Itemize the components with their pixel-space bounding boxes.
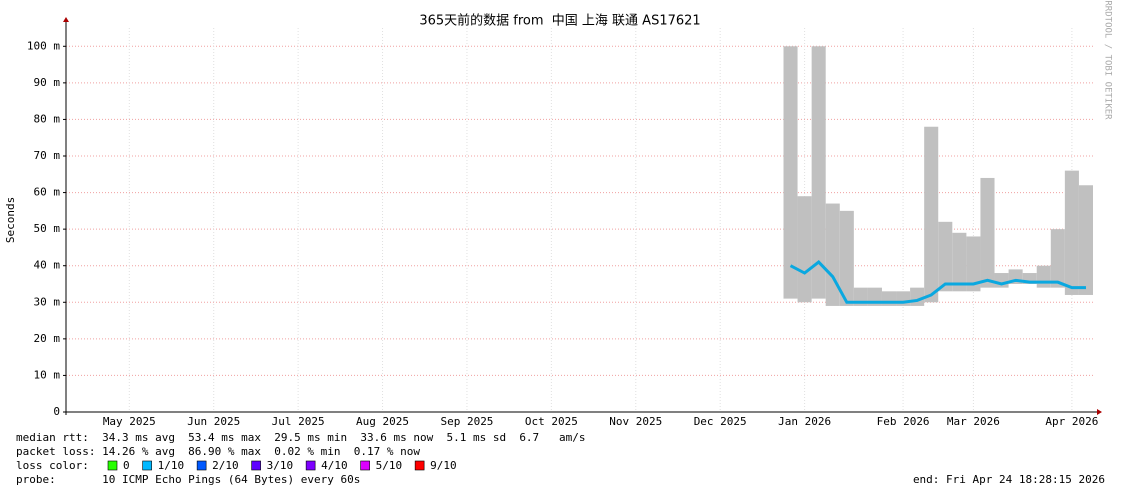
smoke: [924, 126, 939, 303]
loss-swatch: [107, 460, 118, 471]
y-tick-label: 60 m: [34, 186, 61, 199]
y-tick-label: 50 m: [34, 222, 61, 235]
x-tick-label: Jul 2025: [272, 415, 325, 428]
axis-arrow: [1097, 409, 1102, 415]
loss-swatch-label: 5/10: [376, 459, 403, 472]
x-tick-label: Feb 2026: [877, 415, 930, 428]
x-tick-label: Mar 2026: [947, 415, 1000, 428]
x-tick-label: Aug 2025: [356, 415, 409, 428]
loss-swatch-label: 3/10: [267, 459, 294, 472]
loss-swatch: [142, 460, 152, 471]
median-line: [789, 260, 1086, 304]
y-tick-label: 70 m: [34, 149, 61, 162]
y-tick-label: 40 m: [34, 259, 61, 272]
y-tick-label: 80 m: [34, 112, 61, 125]
smoke: [1064, 170, 1079, 295]
smoke: [1036, 265, 1051, 288]
smoke: [910, 287, 925, 306]
chart-title: 365天前的数据 from 中国 上海 联通 AS17621: [419, 13, 700, 29]
plot-area: [66, 28, 1093, 412]
loss-label: loss color:: [16, 459, 89, 472]
side-text: RRDTOOL / TOBI OETIKER: [1103, 0, 1113, 120]
y-tick-label: 90 m: [34, 76, 61, 89]
smoke: [1050, 229, 1065, 288]
smoke: [783, 46, 798, 299]
smoke: [980, 177, 995, 288]
smoke: [966, 236, 981, 292]
x-tick-label: Jun 2025: [187, 415, 240, 428]
smoke: [952, 232, 967, 292]
x-tick-label: Jan 2026: [778, 415, 831, 428]
loss-swatch-label: 1/10: [158, 459, 185, 472]
axis-arrow: [63, 17, 69, 22]
smoke: [1078, 185, 1093, 295]
smoke: [1022, 273, 1037, 284]
x-tick-label: Dec 2025: [694, 415, 747, 428]
smoke: [797, 196, 812, 303]
probe: probe: 10 ICMP Echo Pings (64 Bytes) eve…: [16, 473, 360, 486]
y-tick-label: 20 m: [34, 332, 61, 345]
x-tick-label: Nov 2025: [609, 415, 662, 428]
smoke: [839, 210, 854, 306]
loss-swatch-label: 4/10: [321, 459, 348, 472]
loss-swatch: [251, 460, 261, 471]
y-tick-label: 100 m: [27, 39, 60, 52]
x-tick-label: Oct 2025: [525, 415, 578, 428]
stats-line: median rtt: 34.3 ms avg 53.4 ms max 29.5…: [16, 431, 586, 444]
x-tick-label: May 2025: [103, 415, 156, 428]
loss-swatch: [305, 460, 316, 471]
y-axis-label: Seconds: [4, 197, 17, 243]
x-tick-label: Apr 2026: [1045, 415, 1098, 428]
end-time: end: Fri Apr 24 18:28:15 2026: [913, 473, 1105, 486]
y-tick-label: 10 m: [34, 368, 61, 381]
smoke: [811, 46, 826, 299]
loss-swatch-label: 0: [123, 459, 130, 472]
smoke: [938, 221, 953, 292]
loss-swatch: [196, 460, 207, 471]
loss-swatch-label: 2/10: [212, 459, 239, 472]
smoke: [825, 203, 840, 306]
y-tick-label: 0: [53, 405, 60, 418]
loss-swatch: [414, 460, 425, 471]
stats-line: packet loss: 14.26 % avg 86.90 % max 0.0…: [16, 445, 420, 458]
loss-swatch-label: 9/10: [430, 459, 457, 472]
x-tick-label: Sep 2025: [440, 415, 493, 428]
loss-swatch: [360, 460, 370, 471]
y-tick-label: 30 m: [34, 295, 61, 308]
